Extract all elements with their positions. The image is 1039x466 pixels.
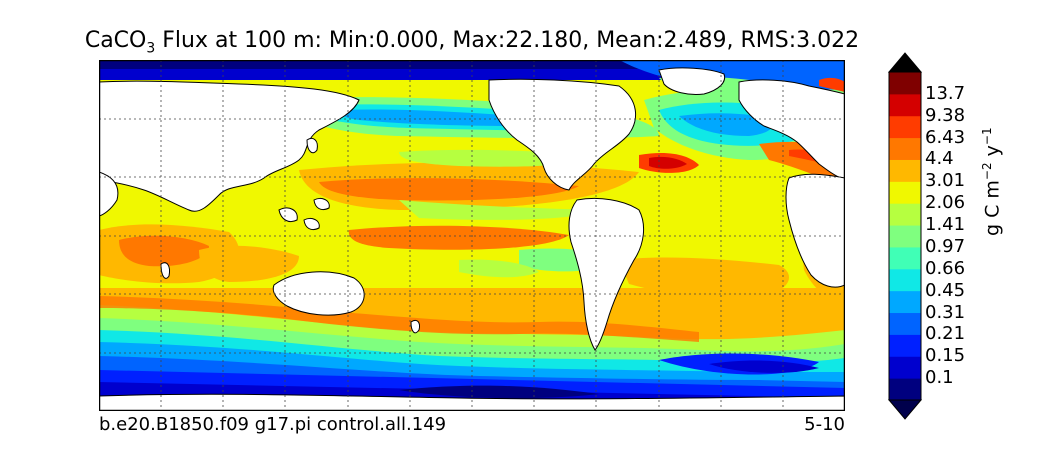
colorbar-tick-label: 1.41 (925, 214, 966, 236)
colorbar-tick-label: 9.38 (925, 104, 966, 126)
colorbar-segment (889, 334, 921, 357)
colorbar-segment (889, 268, 921, 292)
colorbar-segment (889, 356, 921, 379)
colorbar-tick-label: 0.45 (925, 279, 966, 301)
colorbar-segment (889, 203, 921, 226)
colorbar-tick-label: 0.66 (925, 257, 966, 279)
colorbar-tick-label: 0.31 (925, 301, 966, 323)
colorbar-tick-label: 0.1 (925, 367, 954, 389)
colorbar-segment (889, 290, 921, 314)
colorbar-segment (889, 181, 921, 204)
colorbar-tick-label: 6.43 (925, 126, 966, 148)
colorbar-segment (889, 246, 921, 270)
colorbar-segment (889, 159, 921, 182)
colorbar-over-arrow (888, 52, 922, 73)
map-panel (99, 60, 845, 411)
colorbar-tick-label: 0.15 (925, 345, 966, 367)
run-name: b.e20.B1850.f09 g17.pi control.all.149 (99, 414, 447, 435)
colorbar-segment (889, 72, 921, 95)
colorbar-segment (889, 312, 921, 335)
colorbar-tick-label: 2.06 (925, 192, 966, 214)
colorbar-tick-label: 3.01 (925, 170, 966, 192)
colorbar-tick-label: 13.7 (925, 82, 966, 104)
colorbar-tick-label: 0.21 (925, 323, 966, 345)
colorbar (888, 52, 922, 420)
units-label: g C m−2 y−1 (980, 127, 1004, 236)
colorbar-tick-label: 0.97 (925, 235, 966, 257)
colorbar-under-arrow (888, 399, 922, 420)
chart-title: CaCO3 Flux at 100 m: Min:0.000, Max:22.1… (84, 28, 860, 57)
colorbar-segment (889, 93, 921, 117)
colorbar-tick-label: 4.4 (925, 148, 954, 170)
land (99, 67, 845, 411)
flux-map (99, 60, 845, 411)
colorbar-segment (889, 137, 921, 160)
time-range: 5-10 (804, 414, 845, 435)
grid (99, 60, 845, 411)
colorbar-segment (889, 115, 921, 139)
colorbar-segment (889, 225, 921, 248)
colorbar-segment (889, 378, 921, 401)
